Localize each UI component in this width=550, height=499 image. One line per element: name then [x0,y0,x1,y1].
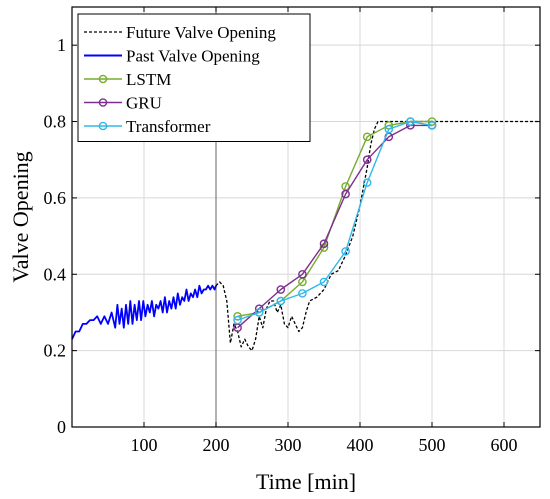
data-point-transformer [254,308,264,317]
data-point-gru [319,239,329,249]
series-layer [71,117,540,352]
data-point-gru [298,269,307,279]
plot-frame [71,6,541,428]
series-line-past-valve-opening [71,284,217,340]
x-axis-label: Time [min] [256,469,356,494]
legend-label-transformer: Transformer [126,117,211,136]
legend: Future Valve Opening Past Valve Opening LS… [77,13,311,142]
legend-marker-transformer [98,121,108,131]
data-point-transformer [427,121,437,130]
y-tick-label: 0.8 [44,112,67,132]
series-line-transformer [237,120,433,321]
data-point-transformer [298,289,307,298]
data-point-transformer [406,117,415,126]
y-tick-label: 0.4 [44,264,67,284]
legend-label-lstm: LSTM [126,70,171,89]
x-tick-label: 300 [275,435,302,455]
y-tick-label: 0.6 [44,188,67,208]
data-point-transformer [319,277,329,287]
x-tick-label: 400 [347,435,374,455]
legend-marker-lstm [98,74,108,84]
data-point-transformer [276,296,286,306]
legend-label-past-valve-opening: Past Valve Opening [126,47,260,66]
x-tick-label: 600 [491,435,518,455]
series-line-gru [237,124,432,329]
legend-box [77,13,311,142]
y-tick-label: 0.2 [44,341,67,361]
x-tick-label: 200 [203,435,230,455]
data-point-transformer [233,315,242,325]
tick-layer: 100 200 300 400 500 600 0 0.2 0.4 0.6 0.8 1 [44,7,540,455]
series-transformer [233,117,437,325]
series-gru [233,121,437,333]
series-past-valve-opening [71,284,217,340]
legend-label-future-valve-opening: Future Valve Opening [126,23,276,42]
data-point-transformer [341,247,350,256]
data-point-gru [276,285,286,294]
data-point-gru [362,155,372,165]
x-tick-label: 500 [419,435,446,455]
legend-label-gru: GRU [126,94,162,113]
y-tick-label: 0 [57,417,66,437]
data-point-transformer [362,178,372,187]
y-axis-label: Valve Opening [8,151,33,282]
data-point-lstm [362,132,372,142]
y-tick-label: 1 [57,35,66,55]
data-point-transformer [384,124,394,134]
legend-marker-gru [98,98,108,107]
x-tick-label: 100 [131,435,158,455]
data-point-gru [341,189,350,199]
